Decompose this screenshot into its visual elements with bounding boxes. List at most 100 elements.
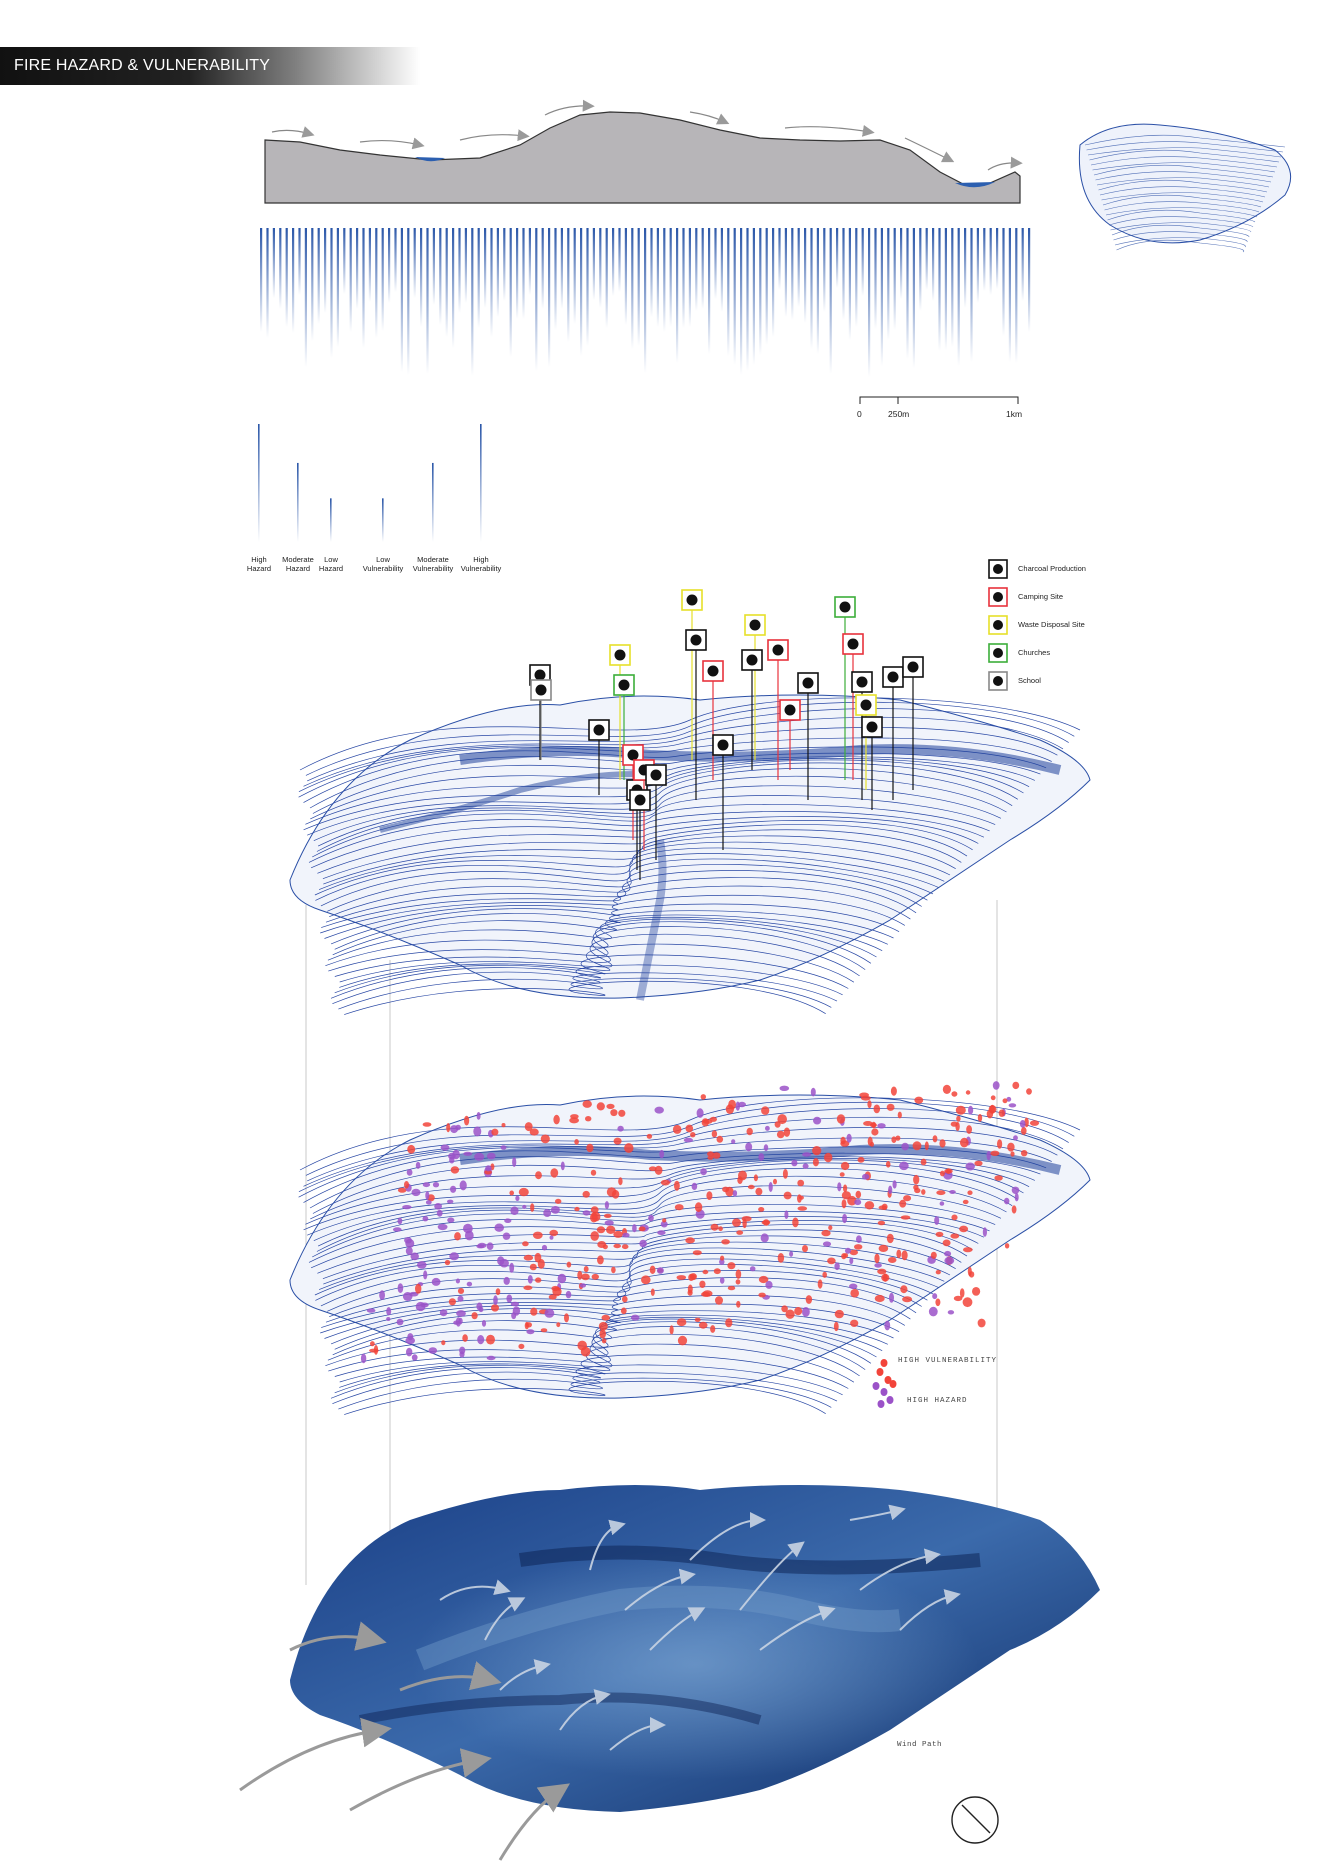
risk-dot	[405, 1238, 415, 1248]
risk-dot	[747, 1184, 755, 1190]
risk-dot	[422, 1122, 432, 1127]
risk-dot	[532, 1231, 543, 1240]
hazard-bar	[631, 228, 634, 349]
risk-dot	[590, 1231, 599, 1241]
hazard-bar	[394, 228, 397, 292]
risk-dot	[701, 1118, 709, 1127]
risk-dot	[891, 1136, 897, 1143]
hazard-bar	[439, 228, 442, 325]
legend-bar	[432, 462, 434, 542]
hazard-bar	[266, 228, 269, 338]
hazard-bar	[592, 228, 595, 300]
hazard-bar	[983, 228, 986, 291]
risk-dot	[822, 1271, 827, 1278]
risk-dot	[459, 1351, 465, 1358]
hazard-bar	[464, 228, 467, 303]
risk-dot	[834, 1309, 844, 1319]
risk-dot	[555, 1198, 562, 1204]
pin-icon	[618, 679, 630, 691]
risk-dot	[386, 1307, 392, 1316]
hazard-bar	[343, 228, 346, 294]
risk-dot	[601, 1338, 607, 1344]
hazard-bar	[855, 228, 858, 327]
risk-dot	[698, 1321, 708, 1329]
pin-icon	[634, 794, 646, 806]
pin-icon	[860, 699, 872, 711]
pin-icon	[650, 769, 662, 781]
risk-dot	[405, 1247, 413, 1255]
risk-dot	[549, 1229, 558, 1237]
risk-dot	[828, 1225, 833, 1231]
risk-dot	[618, 1109, 626, 1117]
hazard-bar	[976, 228, 979, 303]
risk-dot	[602, 1244, 608, 1250]
risk-dot	[901, 1142, 909, 1151]
risk-dot	[930, 1251, 937, 1259]
hazard-bar	[573, 228, 576, 324]
hazard-bar	[586, 228, 589, 346]
risk-dot	[477, 1335, 485, 1345]
risk-dot	[585, 1116, 592, 1122]
risk-dot	[683, 1137, 694, 1143]
risk-dot	[580, 1346, 591, 1357]
hazard-bar	[407, 228, 410, 375]
risk-dot	[570, 1114, 579, 1119]
risk-dot	[522, 1241, 529, 1247]
risk-dot	[701, 1291, 711, 1297]
risk-dot	[702, 1269, 709, 1275]
risk-dot	[837, 1182, 842, 1192]
hazard-bar	[496, 228, 499, 317]
risk-dot	[897, 1111, 902, 1119]
risk-dot	[432, 1182, 440, 1188]
risk-dot	[509, 1262, 515, 1273]
risk-dot	[874, 1294, 885, 1303]
risk-dot	[452, 1149, 460, 1160]
title-banner: FIRE HAZARD & VULNERABILITY	[0, 47, 420, 85]
risk-dot	[968, 1271, 975, 1278]
risk-dot	[707, 1151, 714, 1157]
risk-dot	[1026, 1088, 1032, 1095]
risk-dot	[660, 1220, 668, 1228]
risk-dot	[854, 1199, 862, 1206]
hazard-bar	[400, 228, 403, 372]
hazard-bar	[887, 228, 890, 340]
pin-icon	[593, 724, 605, 736]
hazard-bar	[740, 228, 743, 375]
risk-dot	[411, 1354, 418, 1361]
risk-dot	[765, 1125, 770, 1131]
risk-dot	[725, 1186, 734, 1197]
bar-legend-label: High Vulnerability	[460, 555, 502, 573]
risk-dot	[590, 1212, 598, 1223]
hazard-bar	[567, 228, 570, 342]
risk-dot	[415, 1161, 421, 1169]
risk-dot	[874, 1263, 882, 1268]
risk-dot	[776, 1130, 785, 1139]
risk-dot	[611, 1266, 616, 1274]
risk-dot	[777, 1114, 787, 1125]
risk-dot	[618, 1177, 623, 1186]
risk-dot	[962, 1297, 973, 1308]
risk-dot	[611, 1189, 620, 1199]
page-title: FIRE HAZARD & VULNERABILITY	[14, 57, 271, 74]
risk-dots	[360, 1081, 1040, 1364]
risk-dot	[791, 1159, 798, 1167]
bar-legend-label: High Hazard	[246, 555, 272, 573]
risk-dot	[700, 1094, 706, 1100]
risk-dot	[990, 1150, 1000, 1157]
risk-dot	[674, 1180, 680, 1191]
risk-dot	[990, 1095, 996, 1101]
risk-dot	[476, 1112, 481, 1120]
risk-legend-vulnerability: HIGH VULNERABILITY	[898, 1357, 998, 1365]
risk-dot	[864, 1201, 875, 1210]
risk-dot	[630, 1314, 640, 1321]
risk-dot	[453, 1320, 460, 1325]
risk-dot	[639, 1239, 647, 1248]
bar-legend-label: Low Vulnerability	[362, 555, 404, 573]
risk-dot	[951, 1091, 958, 1097]
risk-dot	[959, 1288, 965, 1298]
hazard-bar	[426, 228, 429, 374]
pin-icon	[627, 749, 639, 761]
risk-dot	[366, 1308, 376, 1313]
school-icon-glyph	[993, 676, 1003, 686]
risk-dot	[617, 1125, 624, 1132]
